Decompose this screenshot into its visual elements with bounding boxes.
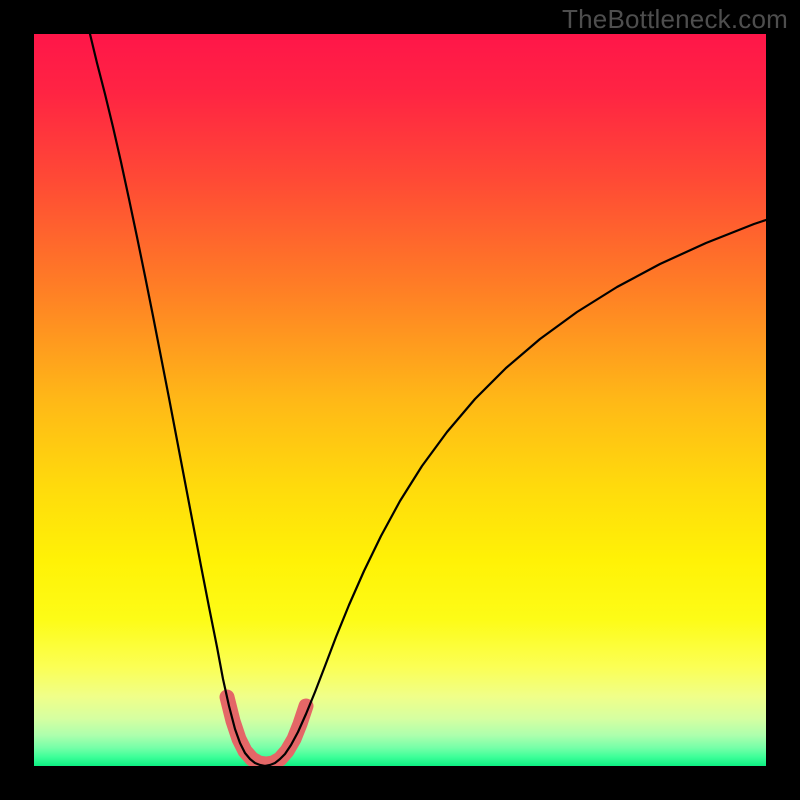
highlight-notch — [227, 697, 306, 764]
curve-left-branch — [90, 34, 265, 766]
plot-area — [34, 34, 766, 766]
curve-svg — [34, 34, 766, 766]
watermark-text: TheBottleneck.com — [562, 4, 788, 35]
curve-right-branch — [265, 220, 766, 766]
